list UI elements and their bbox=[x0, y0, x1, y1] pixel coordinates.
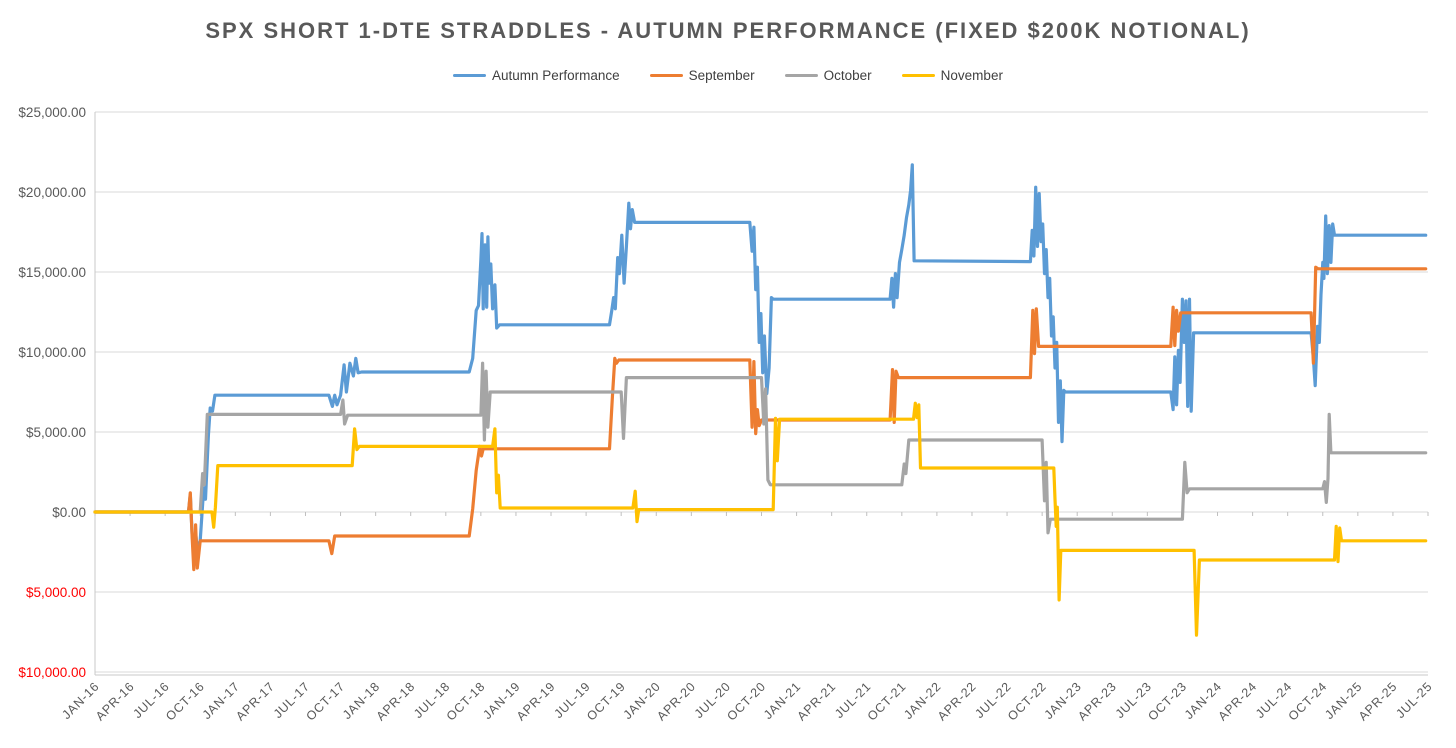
x-axis-label: APR-22 bbox=[935, 679, 979, 723]
x-axis-label: OCT-18 bbox=[444, 679, 488, 723]
x-axis-label: OCT-21 bbox=[865, 679, 909, 723]
legend-swatch-september-icon bbox=[649, 73, 683, 78]
legend-swatch-november-icon bbox=[901, 73, 935, 78]
x-axis-label: OCT-17 bbox=[303, 679, 347, 723]
series-line-autumn-performance[interactable] bbox=[93, 163, 1428, 556]
legend-item-november[interactable]: November bbox=[901, 68, 1003, 83]
x-axis-label: APR-19 bbox=[514, 679, 558, 723]
y-axis-label: $0.00 bbox=[52, 505, 86, 520]
legend-item-september[interactable]: September bbox=[649, 68, 755, 83]
y-axis-label: $25,000.00 bbox=[18, 105, 86, 120]
x-axis-label: JUL-25 bbox=[1393, 679, 1435, 721]
legend-swatch-october-icon bbox=[784, 73, 818, 78]
y-axis-label: $10,000.00 bbox=[18, 345, 86, 360]
y-axis-label: $5,000.00 bbox=[26, 585, 86, 600]
x-axis-label: OCT-19 bbox=[584, 679, 628, 723]
legend-swatch-autumn-performance-icon bbox=[453, 73, 487, 78]
x-axis-label: APR-18 bbox=[374, 679, 418, 723]
y-axis-label: $20,000.00 bbox=[18, 185, 86, 200]
x-axis-label: OCT-24 bbox=[1286, 679, 1330, 723]
x-axis-label: APR-23 bbox=[1075, 679, 1119, 723]
x-axis-label: APR-25 bbox=[1356, 679, 1400, 723]
series-line-november[interactable] bbox=[93, 401, 1428, 637]
x-axis-label: APR-24 bbox=[1215, 679, 1259, 723]
x-axis-label: OCT-23 bbox=[1145, 679, 1189, 723]
legend-label: Autumn Performance bbox=[492, 68, 620, 83]
x-axis-label: APR-17 bbox=[233, 679, 277, 723]
legend-label: October bbox=[823, 68, 872, 83]
chart-title: SPX SHORT 1-DTE STRADDLES - AUTUMN PERFO… bbox=[205, 18, 1251, 43]
legend-label: November bbox=[940, 68, 1003, 83]
x-axis-label: OCT-22 bbox=[1005, 679, 1049, 723]
legend-label: September bbox=[688, 68, 755, 83]
x-axis-label: OCT-20 bbox=[724, 679, 768, 723]
legend-item-october[interactable]: October bbox=[784, 68, 872, 83]
y-axis-label: $5,000.00 bbox=[26, 425, 86, 440]
series-line-september[interactable] bbox=[93, 265, 1428, 572]
x-axis-label: OCT-16 bbox=[163, 679, 207, 723]
x-axis-label: APR-21 bbox=[795, 679, 839, 723]
legend-item-autumn-performance[interactable]: Autumn Performance bbox=[453, 68, 620, 83]
x-axis-label: APR-20 bbox=[654, 679, 698, 723]
legend: Autumn Performance September October Nov… bbox=[0, 68, 1456, 83]
y-axis-label: $10,000.00 bbox=[18, 665, 86, 680]
series-line-october[interactable] bbox=[93, 361, 1428, 535]
x-axis-label: APR-16 bbox=[93, 679, 137, 723]
y-axis-label: $15,000.00 bbox=[18, 265, 86, 280]
